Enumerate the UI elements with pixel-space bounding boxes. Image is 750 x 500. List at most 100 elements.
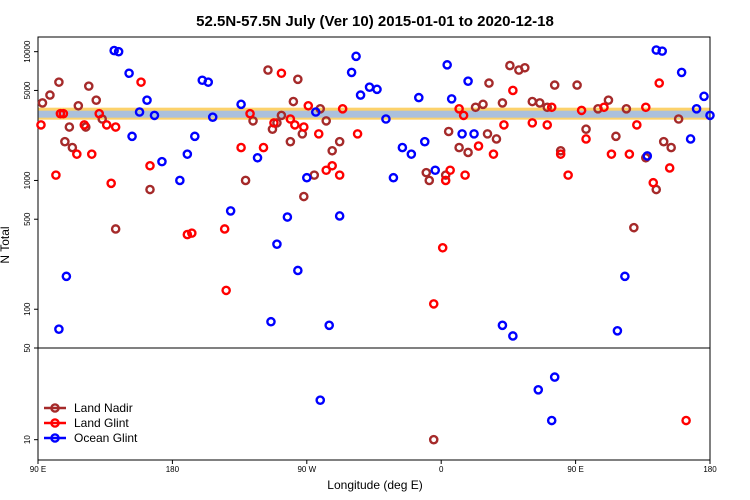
point-land-nadir-51 — [581, 124, 591, 135]
legend-label-0: Land Nadir — [74, 401, 133, 415]
point-land-glint-40 — [488, 149, 499, 159]
point-land-nadir-37 — [478, 99, 488, 110]
point-land-nadir-8 — [83, 81, 94, 91]
point-land-nadir-12 — [145, 184, 155, 195]
point-ocean-glint-34 — [388, 172, 399, 183]
point-ocean-glint-10 — [175, 175, 185, 186]
point-land-nadir-46 — [534, 98, 545, 108]
legend-marker-1 — [50, 418, 60, 428]
point-ocean-glint-9 — [157, 156, 167, 167]
point-ocean-glint-32 — [372, 84, 382, 95]
y-tick-label-0: 10000 — [23, 40, 32, 63]
point-land-nadir-48 — [549, 80, 560, 90]
point-ocean-glint-23 — [301, 172, 312, 183]
point-land-glint-26 — [313, 129, 324, 139]
point-land-glint-50 — [599, 102, 609, 113]
point-ocean-glint-49 — [549, 372, 560, 382]
point-land-nadir-44 — [520, 62, 530, 73]
point-ocean-glint-28 — [346, 67, 357, 78]
band-primary — [38, 110, 710, 118]
x-tick-label-4: 90 E — [567, 465, 583, 474]
point-land-glint-54 — [640, 102, 651, 113]
point-ocean-glint-15 — [207, 112, 218, 122]
point-ocean-glint-36 — [406, 149, 417, 159]
x-tick-label-0: 90 E — [30, 465, 46, 474]
y-tick-label-1: 5000 — [23, 81, 32, 99]
point-ocean-glint-33 — [381, 114, 391, 124]
point-land-glint-0 — [36, 120, 46, 130]
point-land-glint-38 — [460, 170, 470, 180]
point-land-nadir-24 — [309, 170, 320, 180]
point-ocean-glint-30 — [355, 90, 366, 100]
point-land-glint-39 — [473, 141, 484, 151]
point-land-glint-3 — [58, 108, 69, 119]
legend-label-1: Land Glint — [74, 416, 129, 430]
point-ocean-glint-27 — [334, 211, 345, 221]
point-land-glint-29 — [334, 170, 345, 180]
point-land-nadir-29 — [421, 167, 432, 178]
point-ocean-glint-54 — [657, 46, 668, 56]
point-ocean-glint-3 — [113, 46, 124, 57]
point-land-nadir-0 — [37, 98, 48, 108]
y-axis-label: N Total — [0, 226, 12, 263]
point-land-glint-27 — [321, 165, 332, 176]
point-land-nadir-41 — [497, 98, 508, 108]
point-ocean-glint-5 — [127, 131, 137, 142]
point-land-nadir-36 — [470, 102, 481, 113]
plot-frame — [37, 36, 711, 461]
point-land-nadir-27 — [327, 145, 337, 156]
y-tick-label-5: 50 — [23, 343, 32, 352]
point-ocean-glint-25 — [315, 395, 326, 405]
point-land-nadir-26 — [321, 116, 332, 126]
point-land-glint-23 — [290, 120, 300, 130]
point-ocean-glint-16 — [225, 206, 236, 216]
point-land-nadir-42 — [505, 60, 515, 71]
point-land-glint-47 — [563, 170, 573, 180]
point-land-nadir-20 — [288, 96, 299, 107]
point-land-nadir-45 — [527, 96, 538, 107]
x-axis-label: Longitude (deg E) — [327, 478, 422, 492]
point-land-nadir-28 — [334, 136, 345, 147]
point-land-nadir-3 — [60, 136, 70, 147]
y-tick-label-3: 500 — [23, 212, 32, 226]
point-ocean-glint-22 — [293, 265, 303, 276]
point-ocean-glint-50 — [612, 326, 623, 336]
point-ocean-glint-47 — [533, 385, 544, 395]
point-land-nadir-47 — [542, 102, 553, 113]
point-land-nadir-38 — [482, 129, 493, 139]
point-ocean-glint-2 — [109, 45, 119, 56]
point-land-glint-48 — [576, 105, 587, 116]
point-ocean-glint-38 — [419, 136, 430, 147]
legend-marker-2 — [50, 433, 60, 443]
point-land-glint-32 — [428, 299, 439, 309]
point-land-glint-46 — [555, 149, 566, 159]
point-ocean-glint-7 — [142, 95, 152, 105]
point-land-glint-8 — [101, 120, 112, 130]
point-ocean-glint-0 — [54, 324, 64, 334]
point-ocean-glint-12 — [189, 131, 200, 142]
point-land-nadir-50 — [572, 80, 582, 90]
point-land-nadir-6 — [73, 100, 84, 111]
point-land-glint-21 — [276, 68, 287, 79]
point-land-nadir-2 — [54, 77, 64, 87]
point-ocean-glint-11 — [182, 149, 193, 159]
point-ocean-glint-17 — [236, 99, 246, 110]
point-land-nadir-55 — [621, 104, 632, 114]
y-tick-label-2: 1000 — [23, 171, 32, 189]
point-land-nadir-18 — [276, 110, 287, 121]
x-tick-label-1: 180 — [166, 465, 180, 474]
point-ocean-glint-58 — [699, 91, 709, 102]
point-land-nadir-11 — [110, 224, 121, 234]
point-land-glint-25 — [303, 100, 314, 111]
point-land-nadir-53 — [603, 95, 614, 105]
point-land-glint-10 — [110, 122, 121, 132]
point-land-nadir-4 — [64, 122, 75, 132]
plot-area: 90 E 180 90 W 0 90 E 180 10000 5000 1000 500 100 50… — [23, 36, 717, 474]
point-land-nadir-15 — [263, 65, 273, 75]
point-land-glint-11 — [136, 77, 146, 87]
point-land-glint-6 — [86, 149, 97, 159]
point-land-glint-33 — [437, 242, 448, 253]
point-land-glint-15 — [219, 224, 230, 234]
point-land-glint-22 — [285, 114, 296, 124]
